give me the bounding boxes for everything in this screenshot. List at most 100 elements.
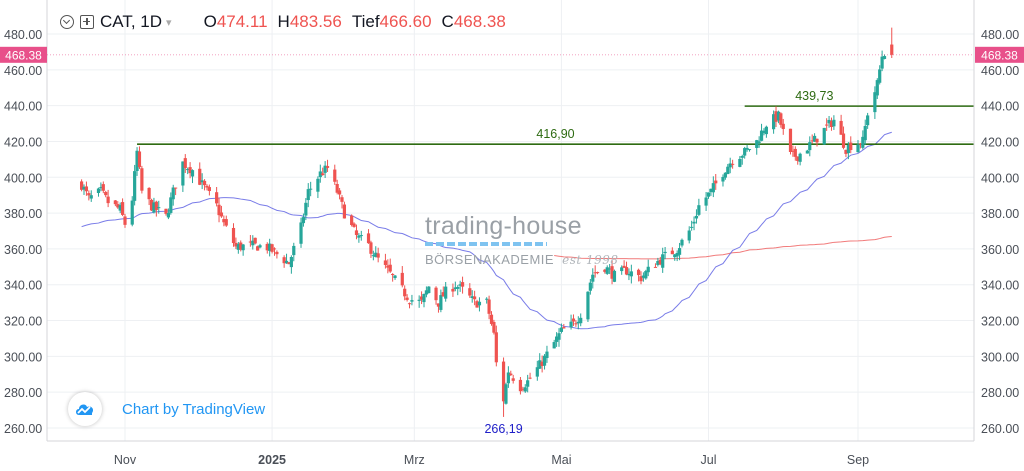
candle-body[interactable] bbox=[827, 119, 831, 124]
candle-body[interactable] bbox=[222, 219, 226, 223]
candle-body[interactable] bbox=[711, 183, 715, 193]
candle-body[interactable] bbox=[393, 275, 397, 279]
candle-body[interactable] bbox=[154, 201, 158, 210]
candle-body[interactable] bbox=[256, 246, 260, 251]
candle-body[interactable] bbox=[504, 384, 508, 404]
candle-body[interactable] bbox=[608, 268, 612, 270]
candle-body[interactable] bbox=[164, 208, 168, 214]
candle-body[interactable] bbox=[832, 119, 836, 127]
candle-body[interactable] bbox=[805, 150, 809, 154]
candle-body[interactable] bbox=[880, 56, 884, 69]
candle-body[interactable] bbox=[511, 378, 515, 381]
candle-body[interactable] bbox=[371, 255, 375, 257]
candle-body[interactable] bbox=[509, 373, 513, 376]
candle-body[interactable] bbox=[796, 156, 800, 161]
candle-body[interactable] bbox=[762, 130, 766, 133]
candle-body[interactable] bbox=[839, 120, 843, 135]
candle-body[interactable] bbox=[272, 248, 277, 250]
candle-body[interactable] bbox=[89, 195, 93, 199]
candle-body[interactable] bbox=[863, 126, 867, 141]
candle-body[interactable] bbox=[588, 282, 592, 291]
candle-body[interactable] bbox=[866, 115, 870, 126]
candle-body[interactable] bbox=[181, 161, 185, 186]
candle-body[interactable] bbox=[774, 111, 778, 122]
candle-body[interactable] bbox=[301, 217, 306, 224]
candle-body[interactable] bbox=[354, 230, 359, 236]
candle-body[interactable] bbox=[366, 233, 371, 244]
candle-body[interactable] bbox=[239, 242, 243, 250]
collapse-icon[interactable] bbox=[60, 15, 74, 29]
candle-body[interactable] bbox=[200, 180, 204, 183]
candle-body[interactable] bbox=[692, 221, 696, 224]
candle-body[interactable] bbox=[492, 321, 496, 333]
candle-body[interactable] bbox=[224, 219, 228, 226]
candle-body[interactable] bbox=[359, 235, 363, 237]
candle-body[interactable] bbox=[603, 269, 607, 272]
candle-body[interactable] bbox=[562, 327, 566, 329]
candle-body[interactable] bbox=[485, 298, 489, 300]
candle-body[interactable] bbox=[202, 180, 207, 186]
candle-body[interactable] bbox=[451, 288, 455, 292]
candle-body[interactable] bbox=[545, 351, 549, 359]
candle-body[interactable] bbox=[793, 148, 797, 157]
candle-body[interactable] bbox=[747, 149, 752, 151]
candle-body[interactable] bbox=[506, 372, 510, 384]
candle-body[interactable] bbox=[475, 301, 479, 308]
candle-body[interactable] bbox=[96, 188, 101, 194]
candle-body[interactable] bbox=[714, 180, 718, 184]
candle-body[interactable] bbox=[287, 262, 291, 265]
candle-body[interactable] bbox=[610, 266, 614, 279]
candle-body[interactable] bbox=[675, 252, 679, 257]
candle-body[interactable] bbox=[270, 244, 274, 252]
candle-body[interactable] bbox=[424, 290, 428, 295]
candle-body[interactable] bbox=[337, 190, 342, 195]
candle-body[interactable] bbox=[593, 272, 597, 274]
candle-body[interactable] bbox=[535, 367, 539, 377]
candle-body[interactable] bbox=[523, 387, 527, 392]
candle-body[interactable] bbox=[644, 271, 648, 279]
candle-body[interactable] bbox=[890, 44, 894, 55]
candle-body[interactable] bbox=[306, 189, 310, 201]
candle-body[interactable] bbox=[726, 166, 730, 175]
candle-body[interactable] bbox=[289, 257, 293, 268]
candle-body[interactable] bbox=[629, 271, 633, 277]
candle-body[interactable] bbox=[166, 212, 171, 218]
candle-body[interactable] bbox=[501, 361, 506, 402]
candle-body[interactable] bbox=[304, 202, 308, 216]
candle-body[interactable] bbox=[658, 260, 662, 265]
candle-body[interactable] bbox=[528, 377, 532, 379]
candle-body[interactable] bbox=[542, 355, 547, 366]
candle-body[interactable] bbox=[135, 150, 139, 171]
candle-body[interactable] bbox=[846, 144, 850, 154]
candle-body[interactable] bbox=[779, 113, 783, 125]
candle-body[interactable] bbox=[673, 254, 677, 258]
candle-body[interactable] bbox=[236, 244, 240, 250]
candle-body[interactable] bbox=[822, 127, 826, 145]
candle-body[interactable] bbox=[571, 318, 576, 322]
candle-body[interactable] bbox=[641, 275, 646, 278]
candle-body[interactable] bbox=[460, 282, 465, 287]
candle-body[interactable] bbox=[241, 244, 245, 251]
candle-body[interactable] bbox=[335, 184, 339, 193]
candle-body[interactable] bbox=[841, 133, 846, 148]
candle-body[interactable] bbox=[318, 171, 322, 178]
candle-body[interactable] bbox=[352, 223, 356, 227]
candle-body[interactable] bbox=[407, 303, 412, 305]
candle-body[interactable] bbox=[591, 274, 595, 282]
candle-body[interactable] bbox=[579, 317, 583, 324]
candle-body[interactable] bbox=[183, 158, 187, 169]
candle-body[interactable] bbox=[468, 288, 472, 296]
candle-body[interactable] bbox=[844, 149, 848, 154]
candle-body[interactable] bbox=[656, 260, 660, 265]
candle-body[interactable] bbox=[677, 248, 682, 255]
candle-body[interactable] bbox=[709, 188, 713, 192]
candle-body[interactable] bbox=[670, 250, 674, 255]
candle-body[interactable] bbox=[422, 294, 426, 303]
candle-body[interactable] bbox=[137, 151, 142, 168]
candle-body[interactable] bbox=[781, 123, 785, 130]
candle-body[interactable] bbox=[350, 215, 354, 225]
candle-body[interactable] bbox=[299, 222, 303, 244]
candle-body[interactable] bbox=[661, 254, 665, 268]
candle-body[interactable] bbox=[489, 314, 494, 324]
candle-body[interactable] bbox=[687, 230, 691, 241]
